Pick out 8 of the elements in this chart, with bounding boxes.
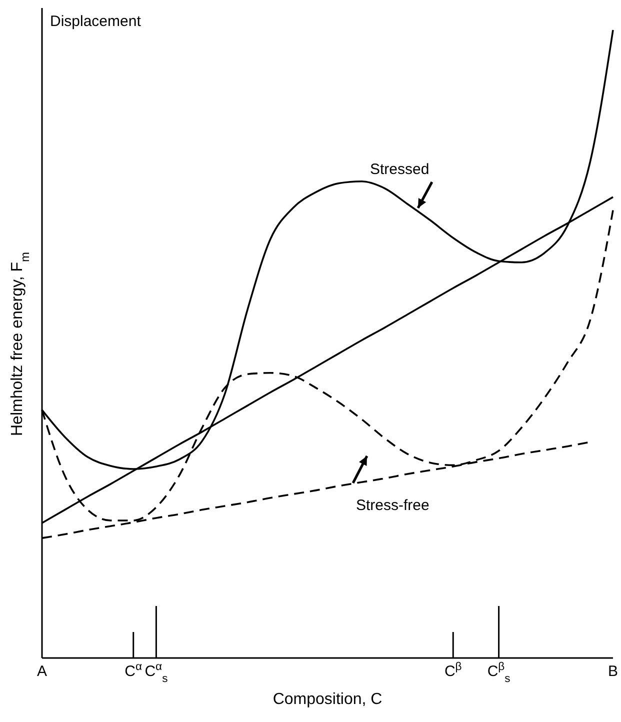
- x-tick-label: C$^{β}$: [444, 661, 462, 680]
- annotation: Displacement: [50, 13, 142, 30]
- x-tick-label: B: [608, 663, 618, 680]
- annotation: Stress-free: [356, 497, 430, 514]
- x-tick-label: A: [36, 663, 48, 680]
- x-axis-title: Composition, C: [272, 691, 382, 708]
- x-tick-label: C$^{α}$: [124, 661, 143, 680]
- annotation: Stressed: [370, 161, 430, 178]
